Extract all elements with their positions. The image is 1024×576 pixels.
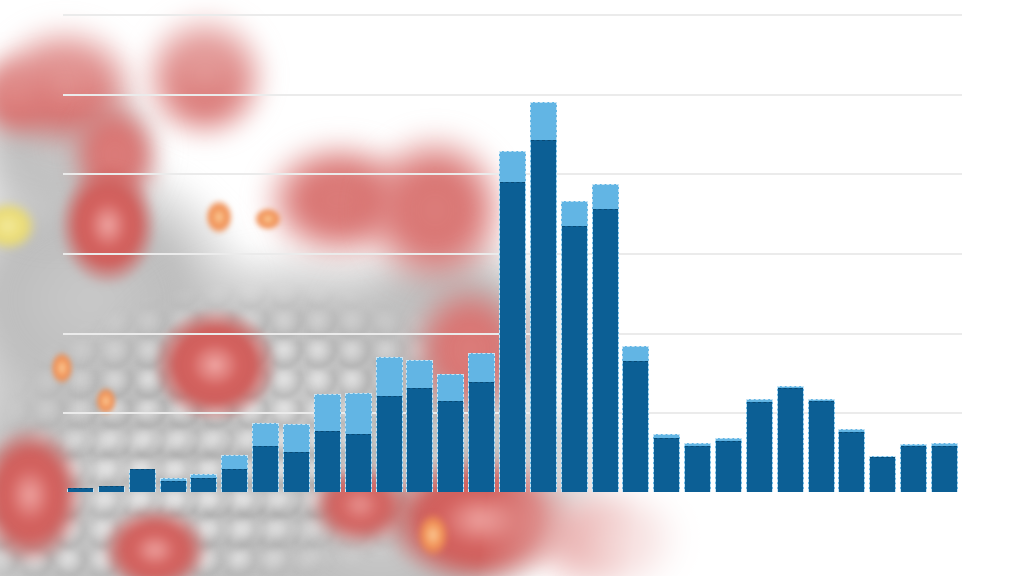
bar-6-dark-segment xyxy=(222,469,247,492)
bar-24 xyxy=(777,386,804,492)
bar-13-dark-segment xyxy=(438,401,463,492)
bar-5-dark-segment xyxy=(191,478,216,492)
bar-8-dark-segment xyxy=(284,452,309,492)
bar-15 xyxy=(499,151,526,492)
bar-10 xyxy=(345,393,372,492)
bar-24-dark-segment xyxy=(778,388,803,492)
bar-25 xyxy=(808,399,835,492)
bar-29-dark-segment xyxy=(932,446,957,492)
bar-10-dark-segment xyxy=(346,434,371,492)
bar-4 xyxy=(160,478,187,492)
bar-21 xyxy=(684,443,711,492)
bar-16-dark-segment xyxy=(531,140,556,492)
bar-6 xyxy=(221,455,248,492)
gridline-6 xyxy=(63,14,962,16)
bar-2-dark-segment xyxy=(99,486,124,492)
bar-20-dark-segment xyxy=(654,438,679,492)
bar-19-dark-segment xyxy=(623,361,648,492)
bar-3-dark-segment xyxy=(130,469,155,492)
bar-16 xyxy=(530,102,557,492)
bar-21-dark-segment xyxy=(685,446,710,492)
bar-12-dark-segment xyxy=(407,388,432,492)
bar-4-dark-segment xyxy=(161,481,186,492)
bar-2 xyxy=(98,486,125,492)
bar-11-dark-segment xyxy=(377,396,402,492)
bar-15-dark-segment xyxy=(500,182,525,492)
bar-27-dark-segment xyxy=(870,457,895,492)
bar-7-dark-segment xyxy=(253,446,278,492)
bar-23-dark-segment xyxy=(747,402,772,492)
bar-3 xyxy=(129,469,156,492)
bar-14 xyxy=(468,353,495,492)
bar-14-dark-segment xyxy=(469,382,494,492)
bar-1 xyxy=(67,488,94,492)
bar-26-dark-segment xyxy=(839,432,864,492)
bar-1-dark-segment xyxy=(68,488,93,492)
bar-25-dark-segment xyxy=(809,401,834,492)
bar-22 xyxy=(715,438,742,492)
bar-23 xyxy=(746,399,773,492)
bar-13 xyxy=(437,374,464,492)
bar-22-dark-segment xyxy=(716,441,741,492)
bar-9-dark-segment xyxy=(315,431,340,492)
gridline-5 xyxy=(63,94,962,96)
bar-5 xyxy=(190,474,217,492)
bar-18 xyxy=(592,184,619,492)
bar-19 xyxy=(622,346,649,492)
bar-20 xyxy=(653,434,680,492)
bar-26 xyxy=(838,429,865,492)
bar-18-dark-segment xyxy=(593,209,618,492)
bar-8 xyxy=(283,424,310,492)
bar-28 xyxy=(900,444,927,492)
bar-17 xyxy=(561,201,588,492)
bar-12 xyxy=(406,360,433,492)
bar-27 xyxy=(869,456,896,492)
bar-28-dark-segment xyxy=(901,446,926,492)
bar-9 xyxy=(314,394,341,492)
bar-29 xyxy=(931,443,958,492)
bar-11 xyxy=(376,357,403,492)
bar-7 xyxy=(252,423,279,492)
bar-17-dark-segment xyxy=(562,226,587,492)
